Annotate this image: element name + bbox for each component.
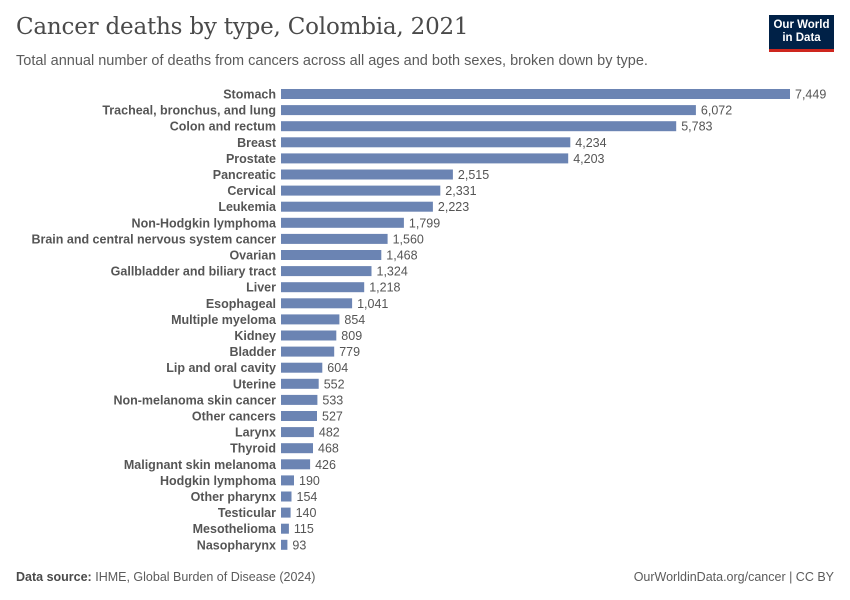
value-label: 604	[327, 361, 348, 375]
value-label: 426	[315, 458, 336, 472]
bar[interactable]	[281, 169, 453, 180]
bar[interactable]	[281, 394, 318, 405]
bar[interactable]	[281, 217, 404, 228]
value-label: 5,783	[681, 120, 712, 134]
bar[interactable]	[281, 443, 313, 454]
value-label: 1,560	[393, 232, 424, 246]
bar[interactable]	[281, 250, 382, 260]
value-label: 2,331	[445, 184, 476, 198]
value-label: 854	[344, 313, 365, 327]
owid-logo[interactable]: Our World in Data	[769, 15, 834, 52]
category-label: Thyroid	[230, 442, 276, 456]
bar[interactable]	[281, 475, 294, 486]
category-label: Gallbladder and biliary tract	[111, 265, 277, 279]
data-source: Data source: IHME, Global Burden of Dise…	[16, 570, 315, 584]
category-label: Lip and oral cavity	[166, 361, 276, 375]
category-label: Other pharynx	[191, 490, 276, 504]
data-source-label: Data source:	[16, 570, 92, 584]
bar[interactable]	[281, 282, 365, 293]
value-label: 482	[319, 426, 340, 440]
category-label: Nasopharynx	[197, 538, 276, 552]
bar[interactable]	[281, 459, 311, 470]
bar[interactable]	[281, 539, 288, 550]
category-label: Testicular	[218, 506, 276, 520]
value-label: 115	[294, 522, 314, 536]
bar[interactable]	[281, 362, 323, 373]
category-label: Non-Hodgkin lymphoma	[132, 216, 277, 230]
logo-line-2: in Data	[782, 32, 821, 44]
bar[interactable]	[281, 153, 569, 164]
value-label: 809	[341, 329, 362, 343]
category-label: Esophageal	[206, 297, 276, 311]
value-label: 1,468	[386, 249, 417, 263]
category-label: Non-melanoma skin cancer	[113, 393, 276, 407]
logo-accent-bar	[769, 49, 834, 52]
category-label: Uterine	[233, 377, 276, 391]
category-label: Prostate	[226, 152, 276, 166]
value-label: 93	[292, 538, 306, 552]
bar[interactable]	[281, 185, 441, 196]
value-label: 1,324	[377, 265, 408, 279]
category-label: Hodgkin lymphoma	[160, 474, 277, 488]
value-label: 2,515	[458, 168, 489, 182]
bar[interactable]	[281, 266, 372, 277]
value-label: 1,218	[369, 281, 400, 295]
category-label: Larynx	[235, 426, 276, 440]
value-label: 4,203	[573, 152, 604, 166]
bar[interactable]	[281, 491, 292, 502]
footer-link[interactable]: OurWorldinData.org/cancer | CC BY	[633, 570, 834, 584]
category-label: Malignant skin melanoma	[124, 458, 277, 472]
chart-title: Cancer deaths by type, Colombia, 2021	[16, 14, 469, 40]
value-label: 154	[297, 490, 318, 504]
value-label: 190	[299, 474, 320, 488]
value-label: 4,234	[575, 136, 606, 150]
bar[interactable]	[281, 330, 337, 341]
bar[interactable]	[281, 233, 388, 244]
value-label: 2,223	[438, 200, 469, 214]
category-label: Other cancers	[192, 410, 276, 424]
category-label: Bladder	[229, 345, 276, 359]
category-label: Leukemia	[218, 200, 277, 214]
bar[interactable]	[281, 507, 291, 518]
bar[interactable]	[281, 346, 335, 357]
bar[interactable]	[281, 523, 289, 534]
value-label: 552	[324, 377, 345, 391]
value-label: 1,799	[409, 216, 440, 230]
bar[interactable]	[281, 137, 571, 148]
category-label: Tracheal, bronchus, and lung	[102, 104, 276, 118]
bar[interactable]	[281, 314, 340, 325]
category-label: Cervical	[227, 184, 276, 198]
category-label: Breast	[237, 136, 277, 150]
value-label: 6,072	[701, 104, 732, 118]
data-source-text[interactable]: IHME, Global Burden of Disease (2024)	[95, 570, 316, 584]
bar[interactable]	[281, 427, 314, 438]
bar[interactable]	[281, 89, 790, 99]
category-label: Brain and central nervous system cancer	[31, 232, 276, 246]
value-label: 1,041	[357, 297, 388, 311]
value-label: 779	[339, 345, 360, 359]
category-label: Kidney	[234, 329, 276, 343]
chart-subtitle: Total annual number of deaths from cance…	[16, 53, 648, 69]
category-label: Multiple myeloma	[171, 313, 277, 327]
bar[interactable]	[281, 105, 696, 116]
bar[interactable]	[281, 298, 353, 309]
category-label: Colon and rectum	[170, 120, 276, 134]
logo-line-1: Our World	[773, 19, 830, 31]
value-label: 7,449	[795, 88, 826, 102]
value-label: 468	[318, 442, 339, 456]
value-label: 533	[322, 393, 343, 407]
bar[interactable]	[281, 411, 317, 421]
bar[interactable]	[281, 378, 319, 389]
value-label: 527	[322, 410, 343, 424]
bar-chart: Stomach 7,449 Tracheal, bronchus, and lung…	[31, 88, 826, 553]
bar[interactable]	[281, 121, 677, 132]
category-label: Stomach	[223, 88, 276, 102]
value-label: 140	[296, 506, 317, 520]
category-label: Liver	[246, 281, 276, 295]
category-label: Pancreatic	[213, 168, 276, 182]
category-label: Mesothelioma	[193, 522, 277, 536]
bar[interactable]	[281, 201, 433, 212]
category-label: Ovarian	[229, 249, 276, 263]
